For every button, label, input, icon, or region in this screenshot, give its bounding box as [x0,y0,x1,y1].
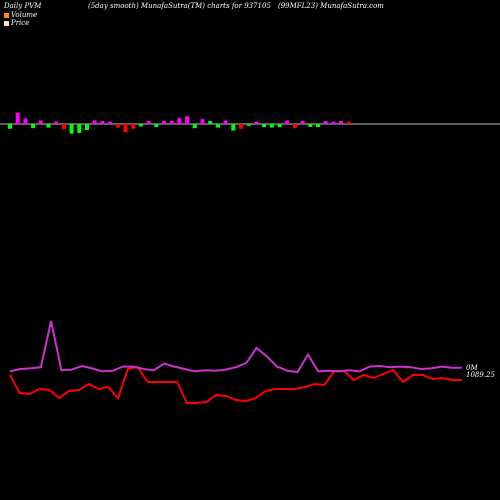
volume-bar [92,120,97,124]
volume-bar [346,121,351,124]
volume-bar [38,120,43,124]
volume-bar [108,121,113,124]
volume-bar [54,121,59,124]
volume-bar [239,124,243,129]
legend-volume-label: Volume [11,11,38,19]
volume-bar [223,120,228,124]
volume-bar [292,124,297,129]
volume-bar [308,124,313,127]
legend-price-swatch [4,20,9,26]
volume-bar [162,121,166,124]
right-label-volume: 0M [466,364,478,372]
volume-bar [85,124,89,130]
volume-bar [339,121,344,124]
volume-bar [131,124,136,129]
legend-volume-swatch [4,12,9,18]
volume-bar [31,124,36,129]
right-label-price: 1089.25 [466,371,495,379]
volume-bar [154,124,159,127]
legend-price: Price [4,19,29,27]
volume-bar [277,124,282,127]
volume-bar [169,121,174,124]
volume-bar [269,124,274,128]
volume-bar [138,124,143,127]
price-line [9,365,462,404]
volume-bar [323,121,328,124]
chart-title-right: (99MFL23) MunafaSutra.com [278,2,384,10]
volume-bar [177,118,182,124]
chart-title-left: Daily PVM [4,2,42,10]
volume-bar [254,121,259,124]
volume-bar [61,124,66,130]
volume-bar [69,124,74,134]
volume-bar [77,124,82,133]
volume-bar [192,124,197,129]
volume-bar [200,119,205,124]
legend-price-label: Price [11,19,30,27]
volume-bar [146,121,151,124]
volume-bar [262,124,267,127]
volume-bar [231,124,236,131]
chart-title-middle: (5day smooth) MunafaSutra(TM) charts for… [88,2,271,10]
volume-bar [316,124,320,127]
volume-bar [208,121,213,124]
volume-bar [123,124,128,133]
volume-bar [46,124,51,128]
volume-bar [15,112,20,124]
volume-bar [215,124,220,128]
ma-line [9,320,462,374]
volume-bar [300,121,305,124]
volume-bar [100,121,105,124]
legend-volume: Volume [4,11,37,19]
volume-bar [185,116,190,124]
volume-bar [23,118,28,124]
volume-bar [115,124,120,128]
volume-bar [8,124,12,129]
volume-bar [331,121,336,124]
volume-bar [246,124,251,126]
volume-bar [285,120,290,124]
